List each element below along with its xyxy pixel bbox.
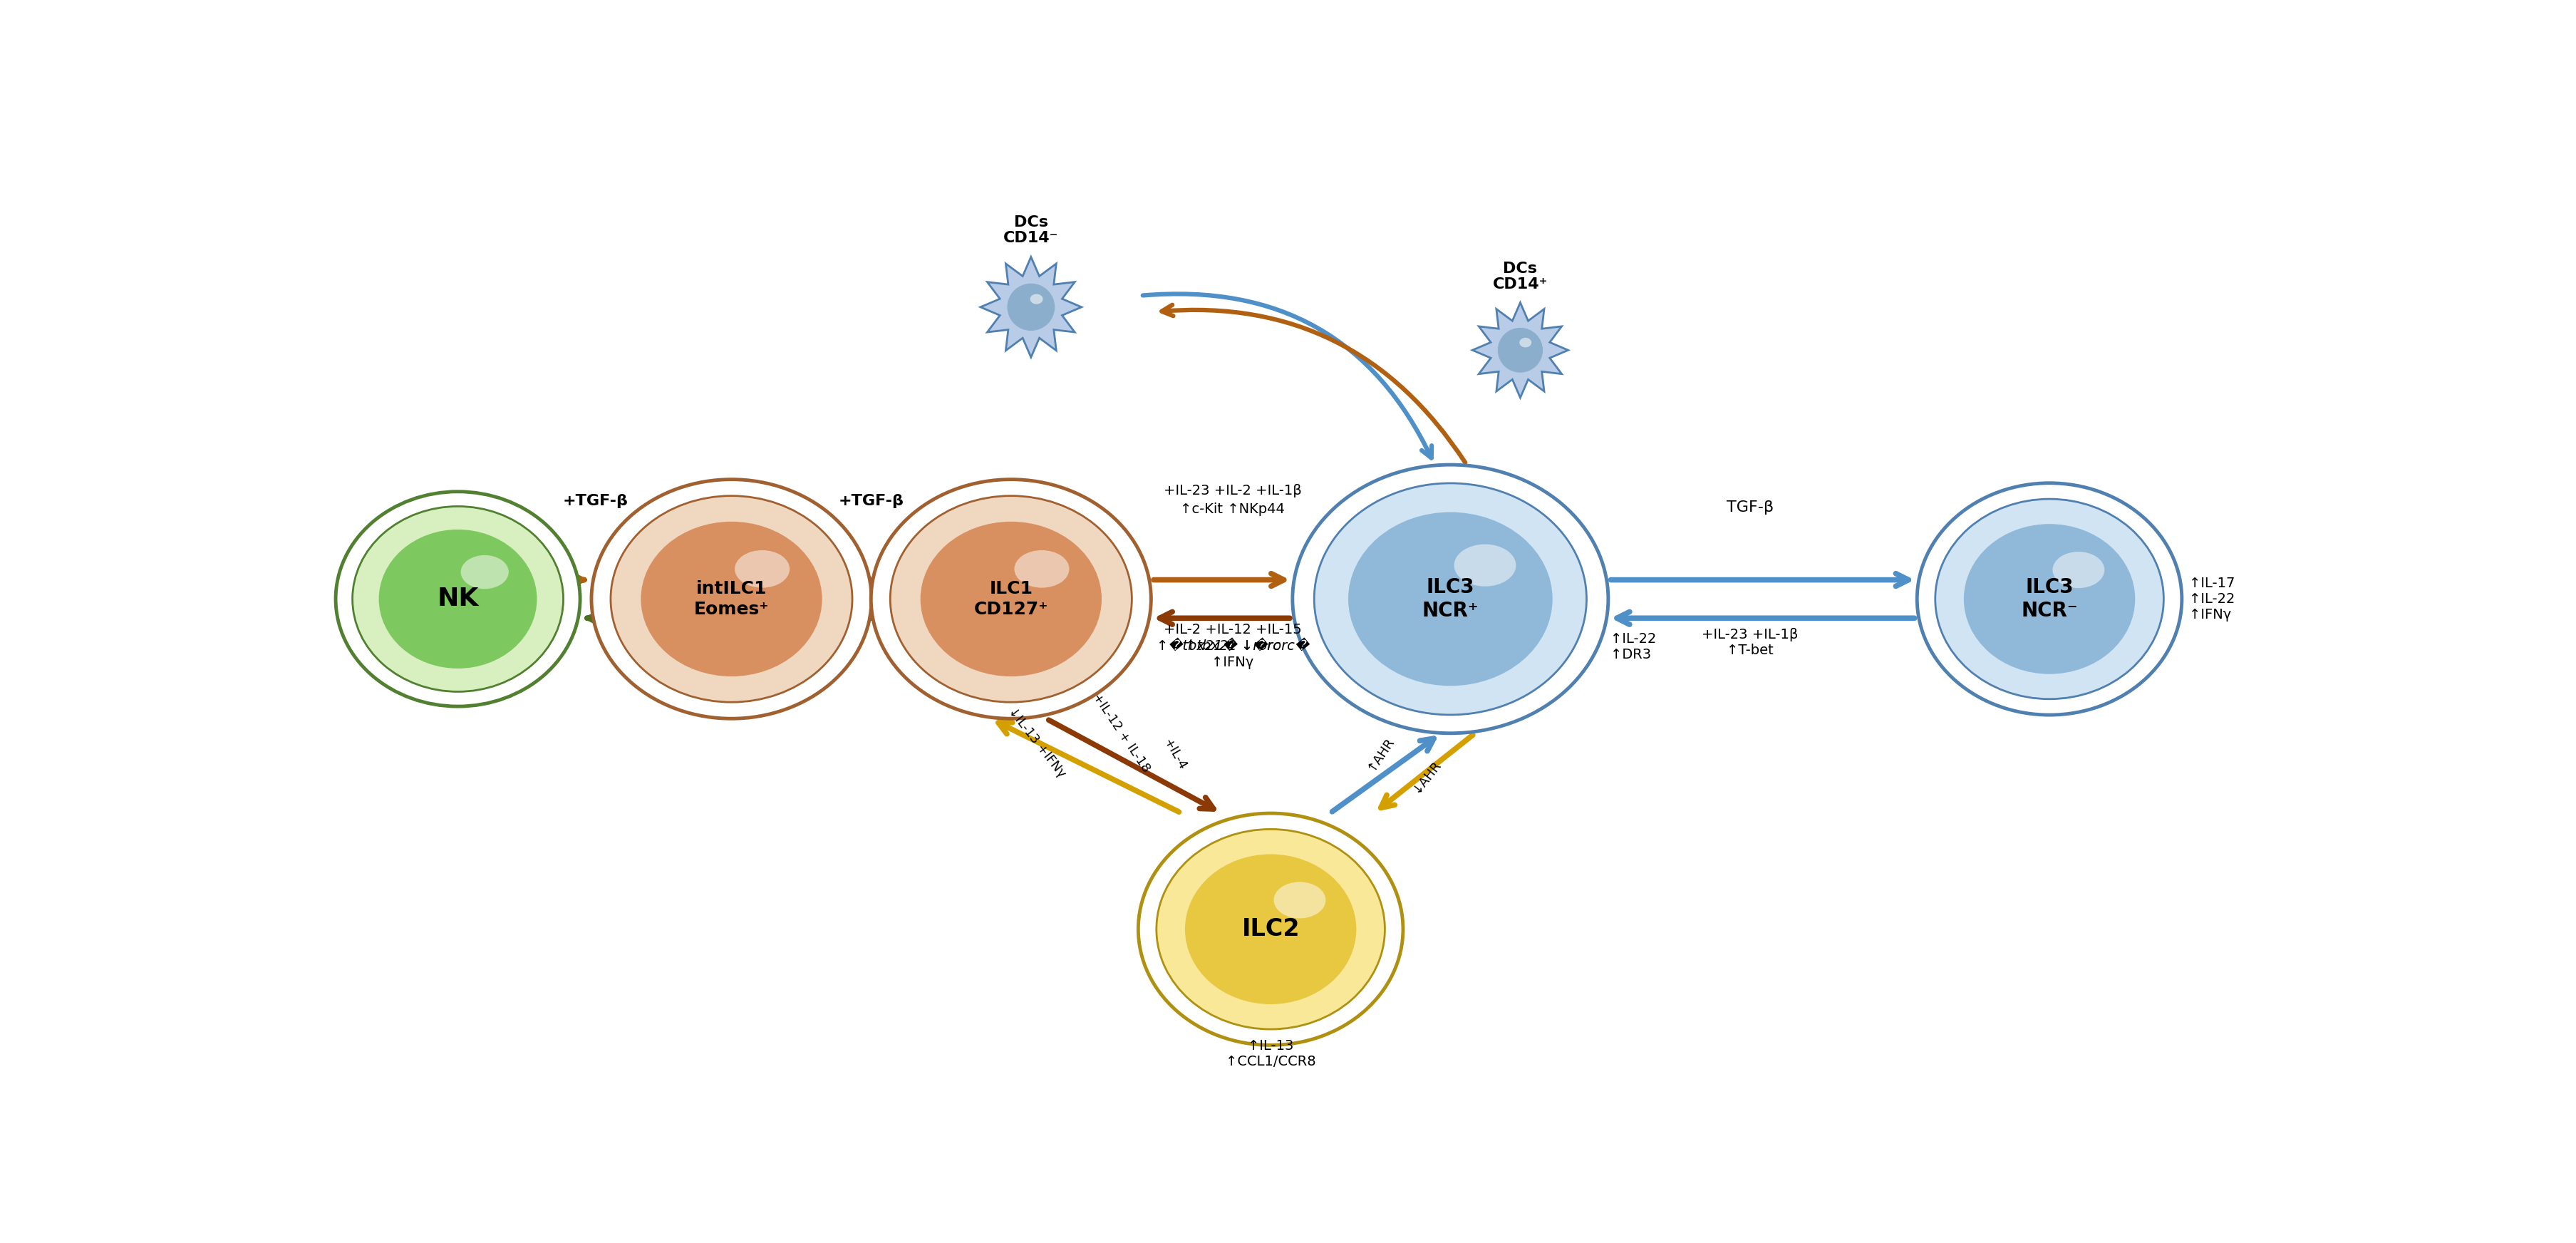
Text: +IL-4: +IL-4 bbox=[1159, 736, 1188, 772]
Text: ↑�tbx21� ↓�rorc�: ↑�tbx21� ↓�rorc� bbox=[1157, 639, 1309, 653]
Ellipse shape bbox=[1273, 883, 1324, 919]
Ellipse shape bbox=[734, 551, 788, 588]
Text: +IL-23 +IL-2 +IL-1β: +IL-23 +IL-2 +IL-1β bbox=[1164, 484, 1301, 497]
Polygon shape bbox=[1471, 302, 1569, 398]
Text: ILC3
NCR⁺: ILC3 NCR⁺ bbox=[1422, 577, 1479, 622]
Text: NK: NK bbox=[438, 587, 479, 612]
Ellipse shape bbox=[1453, 544, 1515, 587]
Text: DCs
CD14⁺: DCs CD14⁺ bbox=[1492, 261, 1548, 292]
Ellipse shape bbox=[335, 492, 580, 706]
Text: +IL-2 +IL-12 +IL-15: +IL-2 +IL-12 +IL-15 bbox=[1164, 623, 1301, 636]
Ellipse shape bbox=[641, 522, 822, 676]
Ellipse shape bbox=[1030, 295, 1043, 305]
Text: ↑c-Kit ↑NKp44: ↑c-Kit ↑NKp44 bbox=[1180, 502, 1285, 516]
Ellipse shape bbox=[1497, 328, 1543, 373]
Ellipse shape bbox=[1185, 854, 1355, 1004]
Ellipse shape bbox=[353, 506, 564, 691]
Ellipse shape bbox=[611, 496, 853, 702]
Ellipse shape bbox=[2053, 552, 2105, 588]
Text: ↑IL-17
↑IL-22
↑IFNγ: ↑IL-17 ↑IL-22 ↑IFNγ bbox=[2190, 577, 2233, 622]
Text: ILC1
CD127⁺: ILC1 CD127⁺ bbox=[974, 580, 1048, 618]
Ellipse shape bbox=[379, 530, 536, 669]
Ellipse shape bbox=[1520, 338, 1530, 347]
Text: ↑IL-13
↑CCL1/CCR8: ↑IL-13 ↑CCL1/CCR8 bbox=[1226, 1039, 1316, 1069]
Text: ↓AHR: ↓AHR bbox=[1409, 758, 1443, 796]
Ellipse shape bbox=[920, 522, 1103, 676]
Text: ↑IFNγ: ↑IFNγ bbox=[1211, 655, 1255, 669]
Ellipse shape bbox=[1157, 829, 1383, 1029]
Ellipse shape bbox=[1015, 551, 1069, 588]
Text: +IL-12 + IL-18: +IL-12 + IL-18 bbox=[1090, 691, 1151, 774]
Text: intILC1
Eomes⁺: intILC1 Eomes⁺ bbox=[693, 580, 768, 618]
Text: ↓IL-13 +IFNγ: ↓IL-13 +IFNγ bbox=[1005, 705, 1069, 781]
Text: +TGF-β: +TGF-β bbox=[562, 493, 629, 508]
Text: TGF-β: TGF-β bbox=[1726, 501, 1772, 515]
Text: ↑AHR: ↑AHR bbox=[1365, 735, 1396, 773]
Text: DCs
CD14⁻: DCs CD14⁻ bbox=[1002, 215, 1059, 245]
Ellipse shape bbox=[1139, 813, 1404, 1045]
Text: ↑IL-22
↑DR3: ↑IL-22 ↑DR3 bbox=[1610, 633, 1656, 661]
Text: +IL-23 +IL-1β
↑T-bet: +IL-23 +IL-1β ↑T-bet bbox=[1700, 628, 1798, 658]
Ellipse shape bbox=[592, 480, 871, 718]
Text: ↑tbx21 ↓rorc: ↑tbx21 ↓rorc bbox=[1185, 639, 1280, 653]
Ellipse shape bbox=[1935, 498, 2164, 699]
Ellipse shape bbox=[1963, 525, 2136, 674]
Ellipse shape bbox=[1917, 484, 2182, 715]
Ellipse shape bbox=[889, 496, 1131, 702]
Polygon shape bbox=[981, 257, 1082, 357]
Text: +TGF-β: +TGF-β bbox=[837, 493, 904, 508]
Text: ILC2: ILC2 bbox=[1242, 917, 1298, 941]
Ellipse shape bbox=[871, 480, 1151, 718]
Ellipse shape bbox=[1293, 465, 1607, 733]
Text: ILC3
NCR⁻: ILC3 NCR⁻ bbox=[2020, 577, 2076, 622]
Ellipse shape bbox=[1314, 484, 1587, 715]
Ellipse shape bbox=[1347, 512, 1553, 686]
Ellipse shape bbox=[1007, 283, 1054, 331]
Ellipse shape bbox=[461, 556, 507, 589]
